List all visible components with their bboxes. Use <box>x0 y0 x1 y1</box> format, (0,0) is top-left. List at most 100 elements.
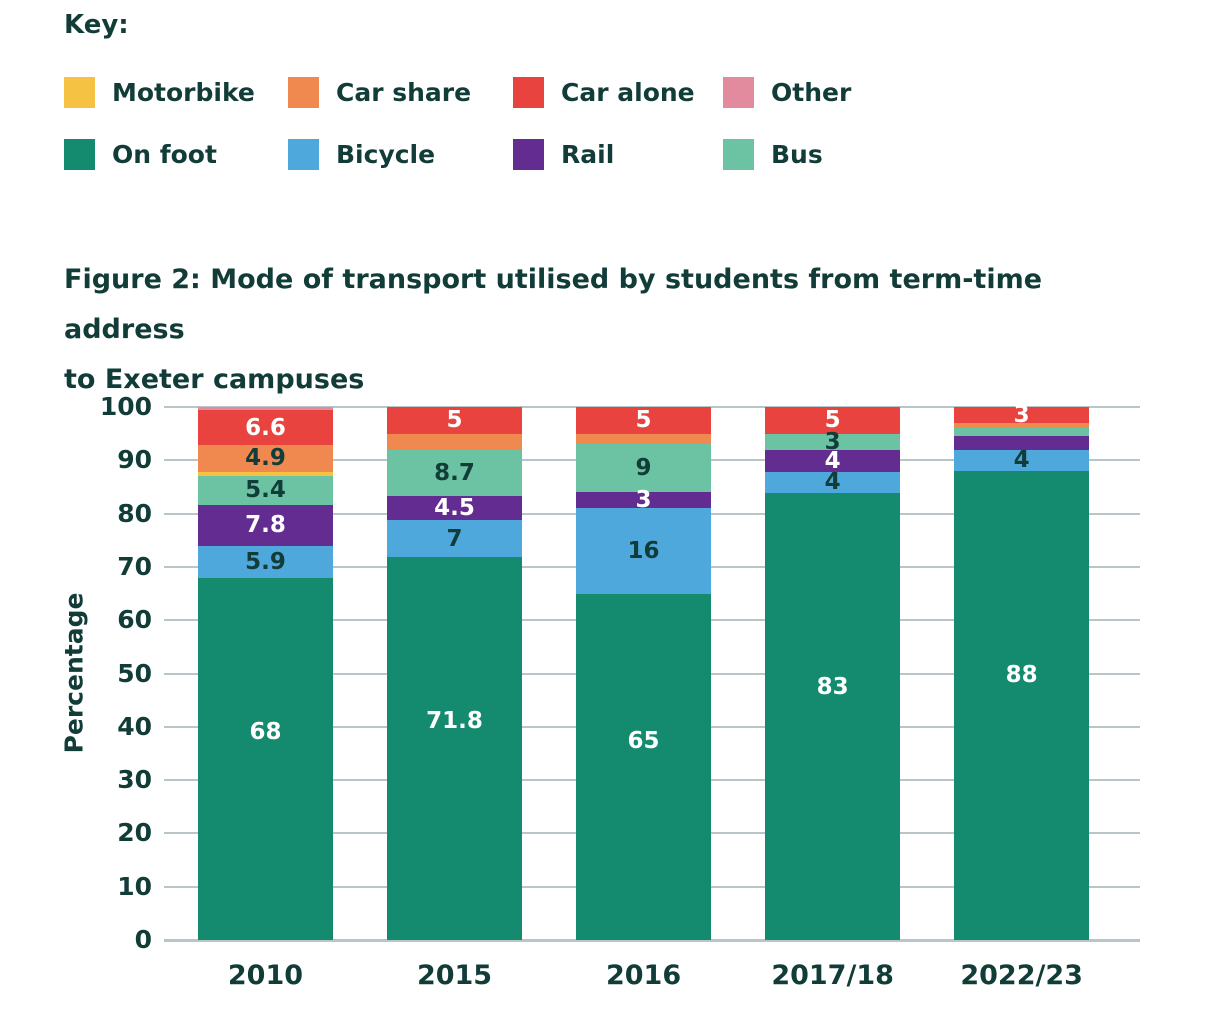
bar-segment-bicycle-2016: 16 <box>576 508 711 594</box>
bar-segment-bus-2015: 8.7 <box>387 449 522 497</box>
bar-segment-on-foot-2022/23: 88 <box>954 470 1090 940</box>
bar-segment-car-share-2022/23 <box>954 423 1090 429</box>
legend-label-bicycle: Bicycle <box>336 140 436 169</box>
bar-segment-car-alone-2017/18: 5 <box>765 407 901 434</box>
y-tick-40: 40 <box>117 711 152 741</box>
segment-value-label: 5 <box>446 407 463 434</box>
legend-item-motorbike: Motorbike <box>64 76 288 109</box>
legend-label-bus: Bus <box>771 140 823 169</box>
legend-swatch-bus <box>723 139 754 170</box>
y-tick-50: 50 <box>117 658 152 688</box>
legend: Motorbike Car share Car alone Other On foot B… <box>64 76 943 171</box>
segment-value-label: 5.4 <box>245 477 286 504</box>
x-tick-2015: 2015 <box>416 960 493 991</box>
segment-value-label: 3 <box>824 429 841 455</box>
bar-2016: 65 16 3 9 5 <box>576 407 711 940</box>
y-tick-0: 0 <box>134 925 152 954</box>
y-tick-30: 30 <box>117 765 152 795</box>
bar-segment-car-alone-2010: 6.6 <box>198 410 333 446</box>
y-tick-10: 10 <box>117 871 152 901</box>
y-tick-70: 70 <box>117 551 152 581</box>
legend-item-car-share: Car share <box>288 76 513 109</box>
segment-value-label: 5 <box>635 407 652 434</box>
gridline-0 <box>164 939 1140 942</box>
legend-swatch-car-alone <box>513 77 544 108</box>
legend-swatch-motorbike <box>64 77 95 108</box>
legend-label-car-share: Car share <box>336 78 472 107</box>
bar-segment-other-2010 <box>198 407 333 411</box>
legend-item-car-alone: Car alone <box>513 76 723 109</box>
y-tick-80: 80 <box>117 498 152 528</box>
segment-value-label: 7.8 <box>245 512 286 539</box>
legend-swatch-bicycle <box>288 139 319 170</box>
segment-value-label: 4 <box>824 469 841 496</box>
bar-segment-bus-2016: 9 <box>576 444 711 493</box>
segment-value-label: 4.5 <box>434 495 475 521</box>
x-tick-2010: 2010 <box>227 960 304 991</box>
bar-segment-rail-2015: 4.5 <box>387 496 522 520</box>
x-tick-2022/23: 2022/23 <box>960 960 1083 991</box>
legend-item-bicycle: Bicycle <box>288 138 513 171</box>
legend-label-motorbike: Motorbike <box>112 78 255 107</box>
y-tick-100: 100 <box>99 392 152 421</box>
segment-value-label: 83 <box>816 673 849 700</box>
segment-value-label: 4 <box>1013 447 1030 474</box>
legend-label-on-foot: On foot <box>112 140 217 169</box>
bar-2022/23: 88 4 3 <box>954 403 1090 940</box>
segment-value-label: 4 <box>824 447 841 474</box>
segment-value-label: 9 <box>635 455 652 482</box>
segment-value-label: 16 <box>627 537 660 564</box>
legend-item-rail: Rail <box>513 138 723 171</box>
bar-2017/18: 83 4 4 3 5 <box>765 407 901 940</box>
figure-title-line2: to Exeter campuses <box>64 364 365 395</box>
segment-value-label: 7 <box>446 525 463 552</box>
bar-segment-rail-2017/18: 4 <box>765 447 901 474</box>
bar-segment-car-share-2016 <box>576 433 711 445</box>
segment-value-label: 88 <box>1005 661 1038 688</box>
bar-segment-on-foot-2010: 68 <box>198 577 333 940</box>
bar-segment-bus-2017/18: 3 <box>765 430 901 454</box>
x-tick-2017/18: 2017/18 <box>771 960 894 991</box>
segment-value-label: 71.8 <box>426 708 483 735</box>
legend-title: Key: <box>64 10 129 40</box>
legend-item-bus: Bus <box>723 138 943 171</box>
figure-title: Figure 2: Mode of transport utilised by … <box>64 255 1169 405</box>
legend-item-on-foot: On foot <box>64 138 288 171</box>
legend-label-other: Other <box>771 78 852 107</box>
segment-value-label: 65 <box>627 727 660 754</box>
bar-segment-on-foot-2016: 65 <box>576 593 711 940</box>
segment-value-label: 3 <box>1013 402 1030 428</box>
segment-value-label: 5.9 <box>245 548 286 575</box>
bar-segment-rail-2010: 7.8 <box>198 504 333 547</box>
bar-segment-rail-2022/23 <box>954 436 1090 450</box>
plot-area: 68 5.9 7.8 5.4 4.9 6.6 2010 71.8 7 4.5 8.7 5 2015 65 1… <box>164 403 1140 991</box>
segment-value-label: 3 <box>635 487 652 514</box>
segment-value-label: 6.6 <box>245 414 286 441</box>
bar-segment-rail-2016: 3 <box>576 488 711 512</box>
bar-segment-car-alone-2022/23: 3 <box>954 403 1090 427</box>
legend-label-car-alone: Car alone <box>561 78 695 107</box>
bar-segment-bus-2010: 5.4 <box>198 475 333 505</box>
legend-swatch-on-foot <box>64 139 95 170</box>
segment-value-label: 4.9 <box>245 445 286 472</box>
bar-2015: 71.8 7 4.5 8.7 5 <box>387 407 522 940</box>
y-tick-20: 20 <box>117 818 152 848</box>
bar-segment-car-alone-2016: 5 <box>576 407 711 434</box>
y-tick-60: 60 <box>117 605 152 635</box>
bar-segment-on-foot-2015: 71.8 <box>387 557 522 940</box>
segment-value-label: 68 <box>249 719 282 746</box>
bar-segment-bicycle-2022/23: 4 <box>954 447 1090 474</box>
bar-segment-car-alone-2015: 5 <box>387 407 522 434</box>
figure-title-line1: Figure 2: Mode of transport utilised by … <box>64 264 1043 345</box>
legend-item-other: Other <box>723 76 943 109</box>
bar-2010: 68 5.9 7.8 5.4 4.9 6.6 <box>198 407 333 940</box>
bar-segment-bicycle-2010: 5.9 <box>198 546 333 578</box>
legend-swatch-other <box>723 77 754 108</box>
legend-swatch-car-share <box>288 77 319 108</box>
bar-segment-on-foot-2017/18: 83 <box>765 493 901 940</box>
x-tick-2016: 2016 <box>605 960 682 991</box>
legend-label-rail: Rail <box>561 140 615 169</box>
bar-segment-bicycle-2017/18: 4 <box>765 469 901 496</box>
bar-segment-car-share-2015 <box>387 433 522 450</box>
